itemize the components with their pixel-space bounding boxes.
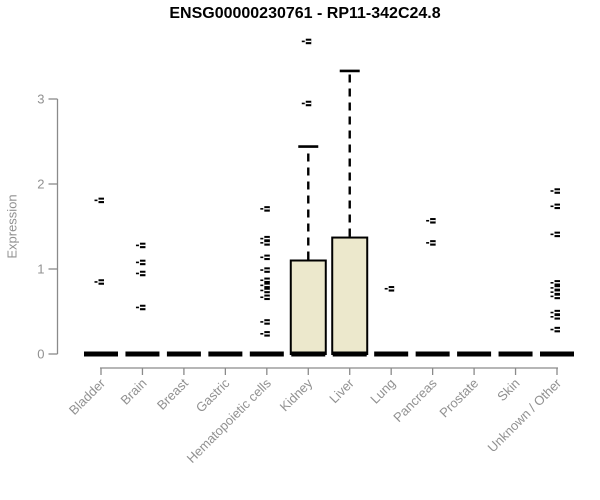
median-bar-Brain <box>125 351 160 357</box>
box-Liver <box>331 236 369 355</box>
x-category-label: Kidney <box>277 375 316 414</box>
median-bar-Lung <box>374 351 409 357</box>
median-bar-Hematopoietic cells <box>249 351 284 357</box>
x-category-label: Brain <box>118 376 150 408</box>
median-bar-Liver <box>332 351 367 357</box>
y-tick-label: 3 <box>37 92 44 107</box>
y-tick-label: 1 <box>37 262 44 277</box>
median-bar-Bladder <box>84 351 118 357</box>
x-category-label: Lung <box>367 376 398 407</box>
x-category-label: Breast <box>154 375 191 412</box>
y-tick-label: 2 <box>37 177 44 192</box>
x-category-label: Unknown / Other <box>485 375 565 455</box>
x-category-label: Gastric <box>193 375 233 415</box>
chart-title: ENSG00000230761 - RP11-342C24.8 <box>169 5 441 22</box>
median-bar-Breast <box>166 351 201 357</box>
median-bar-Prostate <box>457 351 492 357</box>
median-bar-Skin <box>498 351 533 357</box>
median-bar-Gastric <box>208 351 243 357</box>
x-category-label: Pancreas <box>390 375 440 425</box>
x-category-label: Bladder <box>66 375 109 418</box>
median-bar-Pancreas <box>415 351 450 357</box>
x-category-label: Skin <box>494 376 522 404</box>
median-bar-Kidney <box>291 351 326 357</box>
median-bar-Unknown / Other <box>540 351 574 357</box>
x-category-label: Prostate <box>436 376 481 421</box>
x-category-label: Liver <box>326 375 357 406</box>
y-tick-label: 0 <box>37 347 44 362</box>
box-Kidney <box>289 259 327 355</box>
